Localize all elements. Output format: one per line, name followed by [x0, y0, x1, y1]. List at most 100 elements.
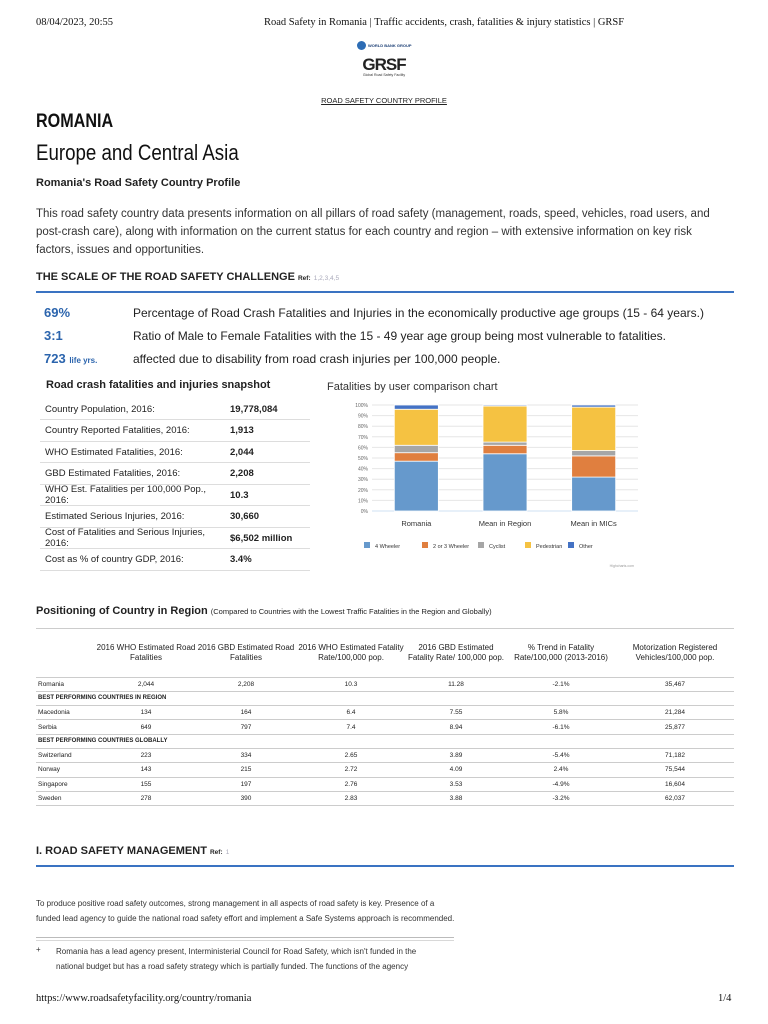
table-cell: 2.76 [296, 777, 406, 792]
table-cell: -5.4% [506, 748, 616, 764]
bar-segment[interactable] [571, 455, 617, 478]
plus-icon[interactable]: + [36, 945, 41, 954]
stat-text: Percentage of Road Crash Fatalities and … [133, 306, 704, 320]
y-tick-label: 60% [358, 445, 369, 451]
snapshot-row: Cost as % of country GDP, 2016: 3.4% [40, 550, 310, 571]
table-cell: 71,182 [616, 748, 734, 764]
ref-link[interactable]: 1 [225, 849, 230, 856]
y-tick-label: 10% [358, 498, 369, 504]
legend-item[interactable]: 2 or 3 Wheeler [433, 544, 469, 550]
table-cell: 62,037 [616, 791, 734, 807]
table-cell: 197 [196, 777, 296, 792]
table-cell: Switzerland [36, 748, 96, 764]
table-row: Romania 2,044 2,208 10.3 11.28 -2.1% 35,467 [36, 677, 734, 692]
bar-segment[interactable] [482, 444, 528, 455]
table-cell: 2.65 [296, 748, 406, 764]
table-cell: 2,044 [96, 677, 196, 692]
ref-link[interactable]: 2 [319, 275, 323, 282]
table-cell: Romania [36, 677, 96, 692]
bar-segment[interactable] [571, 406, 617, 451]
stat-text: affected due to disability from road cra… [133, 352, 501, 366]
road-safety-country-profile-link[interactable]: ROAD SAFETY COUNTRY PROFILE [321, 96, 447, 105]
table-cell: Macedonia [36, 705, 96, 721]
table-cell: 215 [196, 762, 296, 778]
ref-link[interactable]: 1 [313, 275, 318, 282]
snapshot-row: Country Population, 2016: 19,778,084 [40, 399, 310, 420]
legend-swatch[interactable] [525, 542, 531, 548]
table-row: Norway 143 215 2.72 4.09 2.4% 75,544 [36, 762, 734, 778]
snapshot-label: Cost of Fatalities and Serious Injuries,… [45, 527, 205, 549]
section-divider [36, 291, 734, 293]
legend-swatch[interactable] [568, 542, 574, 548]
legend-swatch[interactable] [422, 542, 428, 548]
table-cell: 390 [196, 791, 296, 807]
table-cell: 223 [96, 748, 196, 764]
table-row: Singapore 155 197 2.76 3.53 -4.9% 16,604 [36, 777, 734, 792]
grsf-text: GRSF [362, 55, 406, 74]
legend-item[interactable]: Pedestrian [536, 544, 562, 550]
table-row: Macedonia 134 164 6.4 7.55 5.8% 21,284 [36, 705, 734, 721]
table-cell: 7.4 [296, 719, 406, 735]
legend-swatch[interactable] [478, 542, 484, 548]
table-cell: Sweden [36, 791, 96, 807]
bar-segment[interactable] [393, 460, 439, 512]
bar-segment[interactable] [393, 404, 439, 410]
table-cell: -6.1% [506, 719, 616, 735]
column-header: 2016 WHO Estimated Fatality Rate/100,000… [296, 629, 406, 678]
section-label: BEST PERFORMING COUNTRIES GLOBALLY [36, 734, 734, 749]
table-cell: 8.94 [406, 719, 506, 735]
bar-segment[interactable] [571, 476, 617, 512]
print-title: Road Safety in Romania | Traffic acciden… [264, 17, 625, 28]
bar-segment[interactable] [393, 408, 439, 446]
y-tick-label: 0% [361, 509, 369, 515]
table-section-row: BEST PERFORMING COUNTRIES IN REGION [36, 691, 734, 707]
table-cell: 2.72 [296, 762, 406, 778]
y-tick-label: 30% [358, 477, 369, 483]
snapshot-label: WHO Est. Fatalities per 100,000 Pop., 20… [45, 484, 207, 506]
table-cell: 7.55 [406, 705, 506, 721]
bar-segment[interactable] [482, 441, 528, 446]
grsf-logo[interactable]: GRSF Global Road Safety Facility [356, 56, 412, 77]
snapshot-value: 30,660 [230, 511, 260, 522]
legend-item[interactable]: Cyclist [489, 544, 506, 550]
table-cell: Singapore [36, 777, 96, 792]
ref-link[interactable]: 5 [335, 275, 340, 282]
management-intro: To produce positive road safety outcomes… [36, 899, 455, 923]
bar-segment[interactable] [482, 405, 528, 443]
fatalities-chart: Fatalities by user comparison chart 0% 10… [327, 381, 638, 568]
ref-link[interactable]: 4 [330, 275, 334, 282]
legend-item[interactable]: 4 Wheeler [375, 544, 400, 550]
bar-segment[interactable] [571, 404, 617, 408]
table-cell: 75,544 [616, 762, 734, 778]
bar-segment[interactable] [571, 450, 617, 457]
stat-row: 69% Percentage of Road Crash Fatalities a… [44, 305, 704, 320]
table-cell: 2,208 [196, 677, 296, 692]
column-header: % Trend in Fatality Rate/100,000 (2013-2… [506, 629, 616, 678]
snapshot-row: WHO Estimated Fatalities, 2016: 2,044 [40, 442, 310, 463]
table-header-row: 2016 WHO Estimated Road Fatalities 2016 G… [36, 629, 734, 678]
snapshot-label: Country Reported Fatalities, 2016: [45, 425, 190, 436]
bar-segment[interactable] [482, 453, 528, 512]
bar-segment[interactable] [393, 452, 439, 462]
legend-item[interactable]: Other [579, 544, 593, 550]
divider [36, 940, 454, 941]
snapshot-value: $6,502 million [230, 532, 293, 544]
y-tick-label: 100% [355, 403, 368, 409]
snapshot-label: Estimated Serious Injuries, 2016: [45, 511, 185, 522]
table-cell: 35,467 [616, 677, 734, 692]
country-title: ROMANIA [36, 111, 114, 132]
column-header: 2016 GBD Estimated Fatality Rate/ 100,00… [406, 629, 506, 678]
snapshot-value: 2,044 [230, 446, 254, 458]
y-tick-label: 50% [358, 456, 369, 462]
bar-segment[interactable] [482, 404, 528, 407]
legend-swatch[interactable] [364, 542, 370, 548]
bar-segment[interactable] [393, 444, 439, 454]
section-divider [36, 865, 734, 867]
world-bank-text: WORLD BANK GROUP [368, 43, 412, 48]
ref-link[interactable]: 3 [324, 275, 329, 282]
section-label: BEST PERFORMING COUNTRIES IN REGION [36, 691, 734, 707]
table-row: Sweden 278 390 2.83 3.88 -3.2% 62,037 [36, 791, 734, 807]
chart-credit[interactable]: Highcharts.com [610, 564, 634, 568]
table-cell: 2.83 [296, 791, 406, 807]
snapshot-row: Country Reported Fatalities, 2016: 1,913 [40, 421, 310, 442]
